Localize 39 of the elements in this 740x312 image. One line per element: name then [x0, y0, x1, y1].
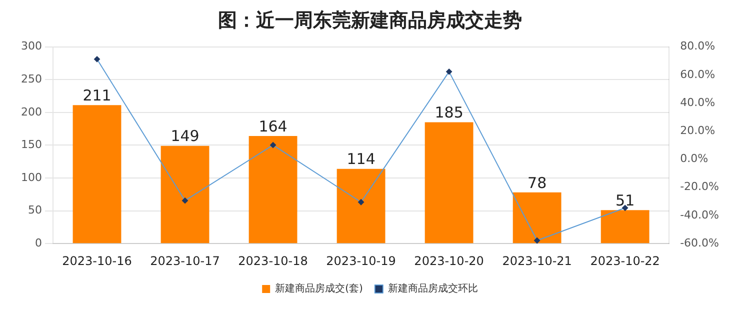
bar — [160, 146, 210, 244]
x-tick-label: 2023-10-20 — [414, 254, 484, 268]
legend-label: 新建商品房成交(套) — [275, 282, 363, 295]
data-label: 114 — [346, 150, 376, 168]
y-tick-label: 50 — [28, 204, 42, 217]
y2-tick-label: 80.0% — [680, 40, 716, 53]
legend-label: 新建商品房成交环比 — [388, 282, 478, 295]
bar — [336, 168, 386, 244]
bar — [424, 122, 474, 244]
bar — [512, 192, 562, 244]
data-label: 78 — [528, 174, 547, 192]
bar — [600, 210, 650, 244]
x-tick-label: 2023-10-16 — [62, 254, 132, 268]
y2-tick-label: -20.0% — [680, 180, 720, 194]
y2-tick-label: 0.0% — [680, 152, 708, 166]
x-tick-label: 2023-10-21 — [502, 254, 572, 268]
data-label: 185 — [434, 104, 464, 122]
y2-tick-label: -40.0% — [680, 208, 720, 222]
chart-title: 图：近一周东莞新建商品房成交走势 — [218, 9, 522, 32]
y-tick-label: 100 — [20, 170, 42, 184]
y-tick-label: 250 — [20, 72, 42, 86]
y-tick-label: 0 — [34, 236, 42, 250]
bar — [248, 136, 298, 244]
data-label: 149 — [170, 127, 200, 146]
y-tick-label: 150 — [20, 138, 42, 152]
x-tick-label: 2023-10-22 — [590, 254, 660, 268]
y2-tick-label: 20.0% — [680, 124, 716, 137]
bar — [72, 105, 122, 244]
data-label: 51 — [616, 192, 635, 210]
y-tick-label: 200 — [20, 105, 42, 118]
y2-tick-label: 60.0% — [680, 68, 716, 81]
y2-tick-label: 40.0% — [680, 96, 716, 109]
x-tick-label: 2023-10-17 — [150, 254, 220, 268]
data-label: 211 — [82, 86, 112, 105]
data-label: 164 — [258, 117, 288, 136]
y-tick-label: 300 — [20, 40, 42, 53]
y2-tick-label: -60.0% — [680, 236, 720, 250]
x-tick-label: 2023-10-19 — [326, 254, 396, 268]
x-tick-label: 2023-10-18 — [238, 254, 308, 268]
